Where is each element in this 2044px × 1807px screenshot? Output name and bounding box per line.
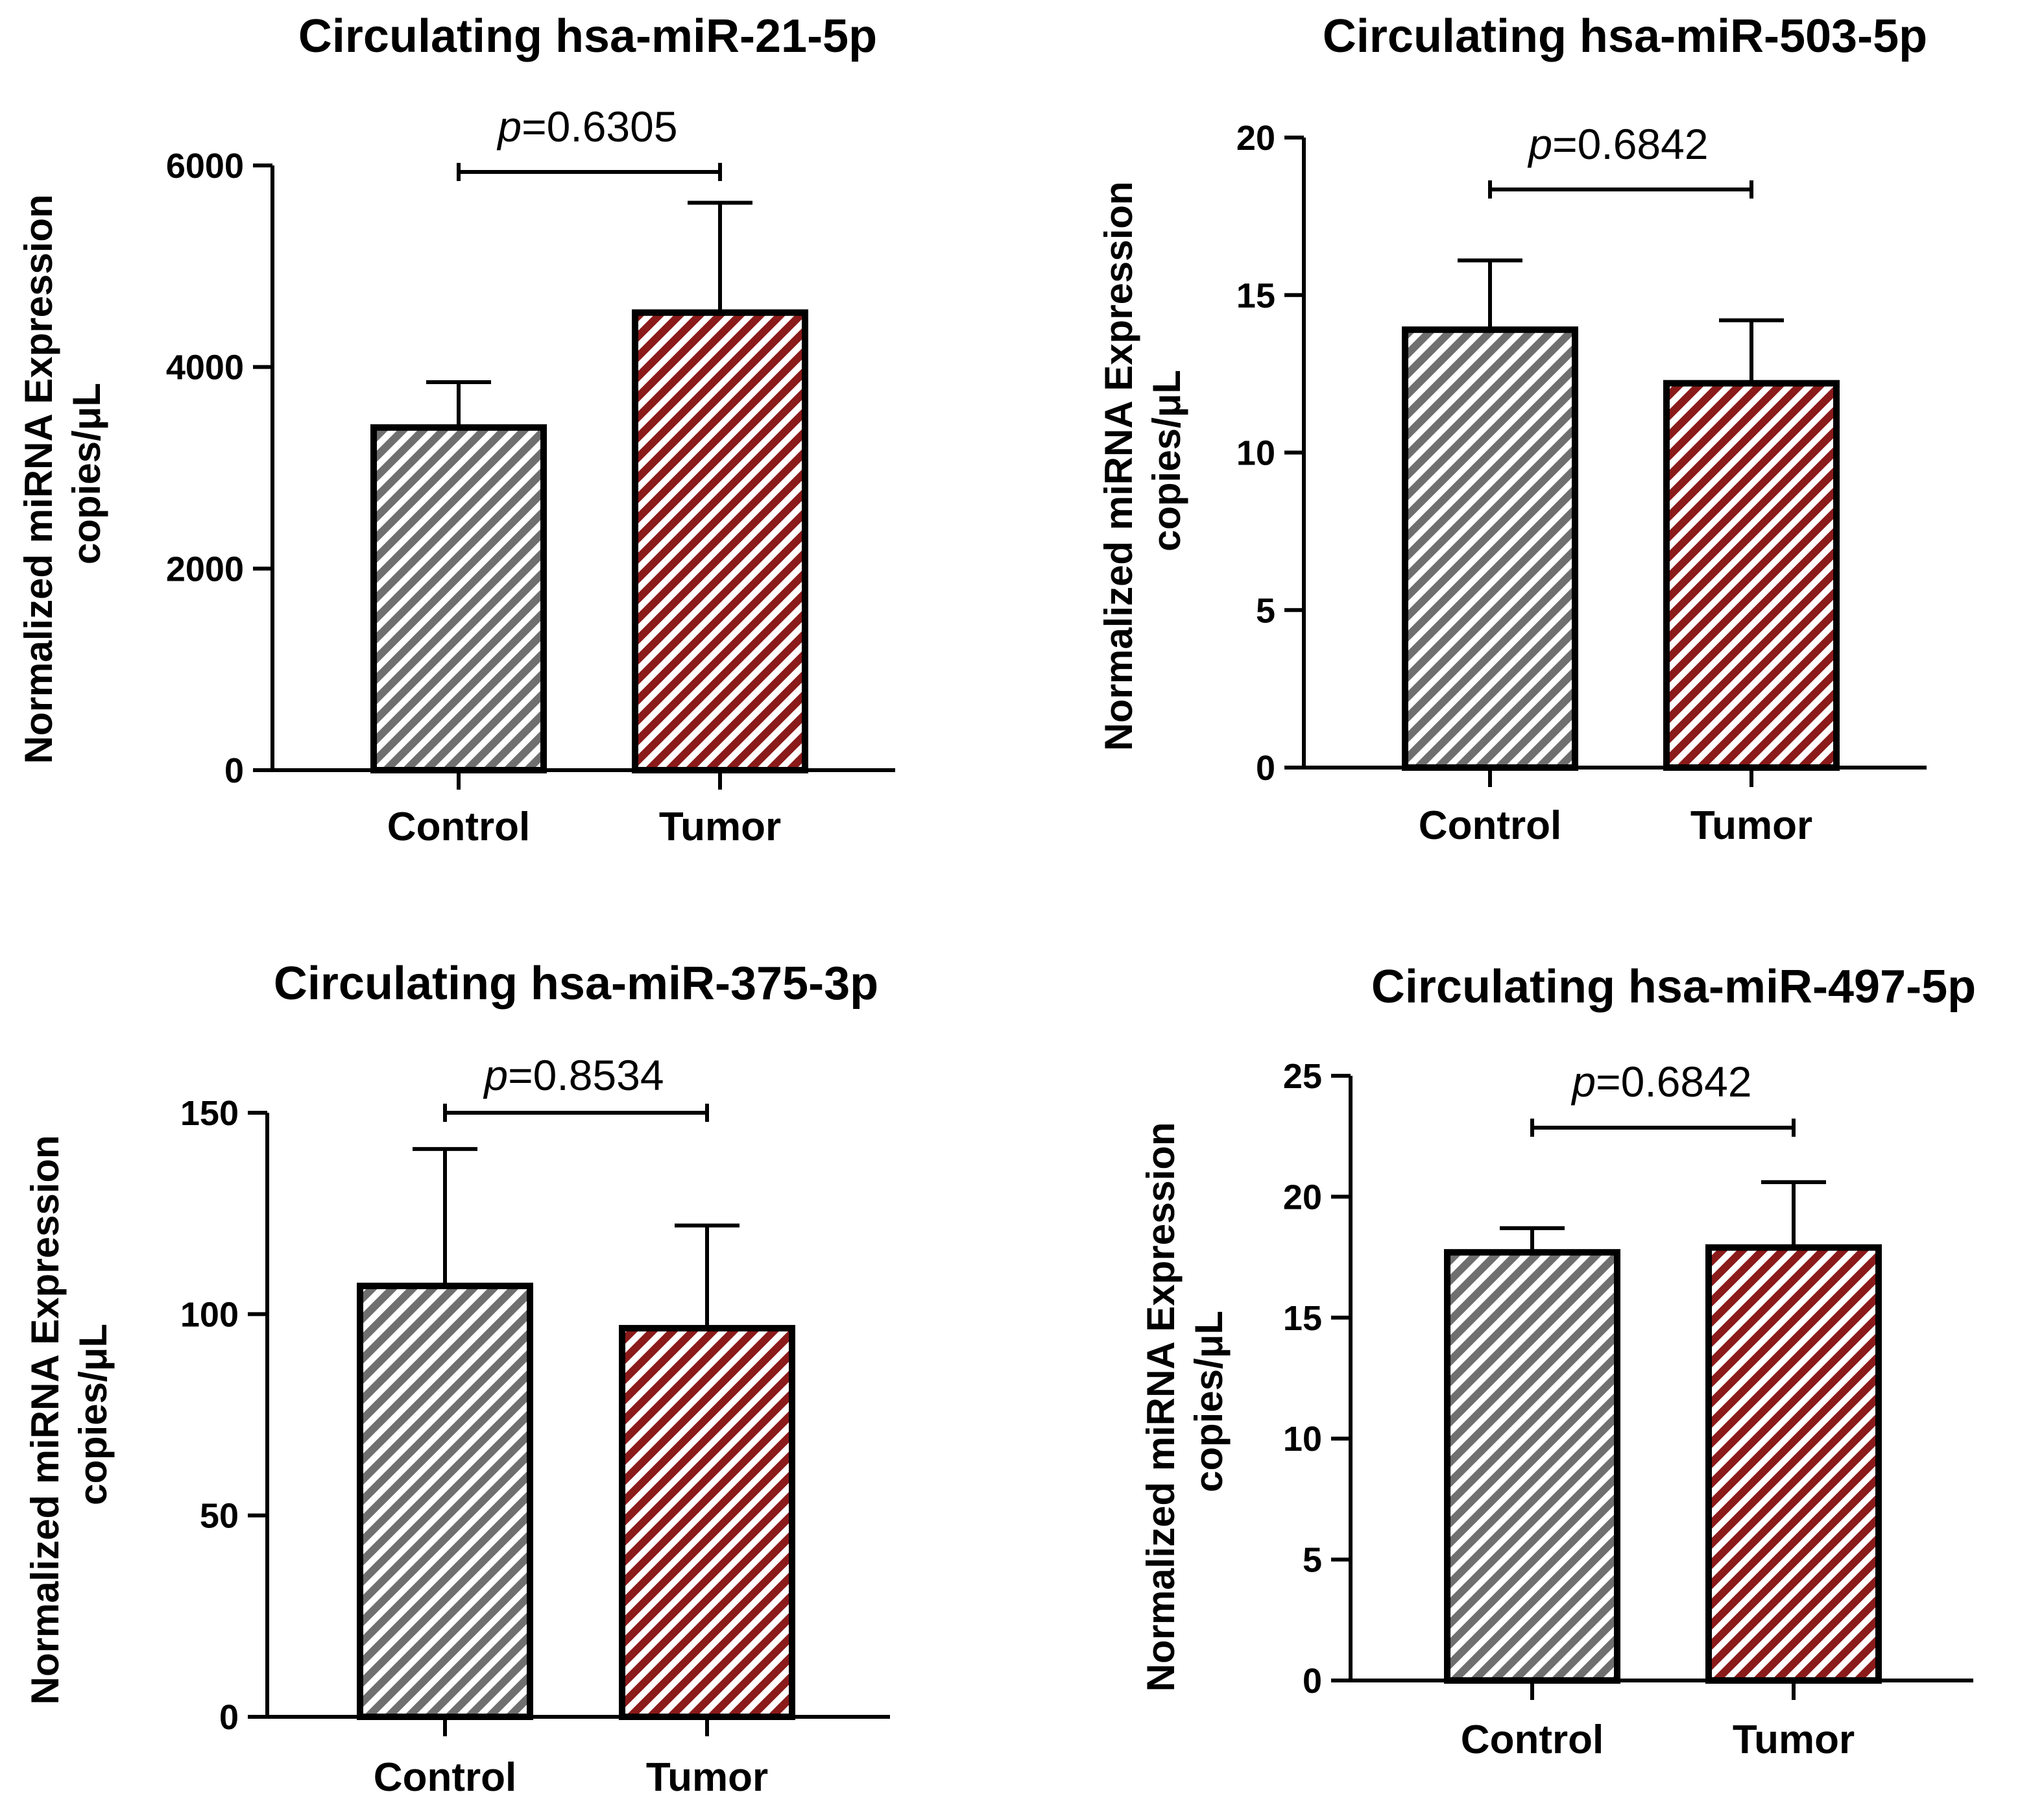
y-axis-label-line-1: Normalized miRNA Expression	[17, 194, 60, 764]
y-tick-label: 25	[1283, 1057, 1322, 1096]
p-value-label: p=0.6842	[1570, 1058, 1751, 1106]
y-tick-label: 5	[1303, 1541, 1322, 1580]
plot-area: 0 50 100 150	[180, 1094, 890, 1737]
chart-title: Circulating hsa-miR-503-5p	[1323, 10, 1927, 62]
p-symbol: p	[496, 103, 522, 151]
x-tick-label-tumor: Tumor	[646, 1755, 768, 1800]
plot-area: 0 5 10 15 20	[1236, 119, 1927, 788]
y-tick-label: 0	[1256, 749, 1275, 788]
bar-control	[1444, 1249, 1620, 1684]
y-axis-label-line-2: copies/μL	[1145, 370, 1188, 552]
p-value-label: p=0.6305	[496, 103, 677, 151]
x-tick-label-tumor: Tumor	[1733, 1717, 1855, 1762]
y-tick-label: 100	[180, 1295, 239, 1334]
y-axis-label-line-1: Normalized miRNA Expression	[1097, 181, 1140, 751]
plot-area: 0 5 10 15 20 25	[1283, 1057, 1973, 1701]
chart-title: Circulating hsa-miR-497-5p	[1371, 961, 1976, 1013]
p-value: =0.6842	[1596, 1058, 1751, 1106]
chart-title: Circulating hsa-miR-375-3p	[274, 958, 878, 1010]
y-tick-label: 5	[1256, 591, 1275, 630]
x-tick-label-control: Control	[1419, 803, 1561, 848]
y-tick-label: 150	[180, 1094, 239, 1133]
y-tick-label: 4000	[166, 348, 244, 387]
y-axis-label: Normalized miRNA Expression copies/μL	[1139, 1111, 1231, 1692]
y-tick-label: 20	[1283, 1178, 1322, 1217]
y-axis-label: Normalized miRNA Expression copies/μL	[1097, 171, 1188, 751]
y-tick-label: 0	[219, 1698, 239, 1737]
y-axis-label: Normalized miRNA Expression copies/μL	[17, 184, 108, 764]
p-value: =0.6842	[1552, 120, 1708, 168]
p-symbol: p	[483, 1051, 508, 1099]
plot-area: 0 2000 4000 6000	[166, 147, 895, 790]
y-axis-label-line-2: copies/μL	[71, 1324, 115, 1505]
p-value: =0.8534	[508, 1051, 664, 1099]
x-tick-label-tumor: Tumor	[1690, 803, 1812, 848]
y-tick-label: 0	[1303, 1662, 1322, 1701]
p-value-label: p=0.6842	[1527, 120, 1708, 168]
p-value-label: p=0.8534	[483, 1051, 664, 1099]
y-tick-label: 20	[1236, 119, 1275, 158]
bar-tumor	[1663, 380, 1840, 771]
panel-mir-497: Circulating hsa-miR-497-5p Normalized mi…	[1139, 961, 1976, 1762]
y-tick-label: 10	[1283, 1420, 1322, 1459]
y-tick-label: 0	[224, 751, 244, 790]
y-tick-label: 10	[1236, 434, 1275, 473]
p-symbol: p	[1570, 1058, 1596, 1106]
y-tick-label: 15	[1236, 276, 1275, 315]
y-axis-label: Normalized miRNA Expression copies/μL	[23, 1124, 115, 1705]
bar-control	[370, 424, 547, 773]
x-tick-label-tumor: Tumor	[659, 805, 781, 849]
x-tick-label-control: Control	[374, 1755, 516, 1800]
bar-tumor	[619, 1325, 795, 1720]
panel-mir-21: Circulating hsa-miR-21-5p Normalized miR…	[17, 10, 895, 849]
y-axis-label-line-2: copies/μL	[65, 383, 108, 564]
x-tick-label-control: Control	[1461, 1717, 1604, 1762]
panel-mir-503: Circulating hsa-miR-503-5p Normalized mi…	[1097, 10, 1927, 848]
bar-tumor	[632, 309, 808, 773]
y-axis-label-line-1: Normalized miRNA Expression	[23, 1135, 67, 1704]
y-tick-label: 50	[200, 1497, 239, 1536]
x-tick-label-control: Control	[387, 805, 530, 849]
y-tick-label: 6000	[166, 147, 244, 186]
bar-control	[357, 1282, 533, 1721]
bar-tumor	[1705, 1244, 1882, 1684]
p-value: =0.6305	[522, 103, 677, 151]
bar-control	[1402, 326, 1578, 771]
y-axis-label-line-1: Normalized miRNA Expression	[1139, 1122, 1183, 1692]
panel-mir-375: Circulating hsa-miR-375-3p Normalized mi…	[23, 958, 890, 1800]
y-tick-label: 15	[1283, 1299, 1322, 1338]
y-tick-label: 2000	[166, 550, 244, 588]
chart-title: Circulating hsa-miR-21-5p	[298, 10, 877, 62]
y-axis-label-line-2: copies/μL	[1187, 1311, 1231, 1492]
p-symbol: p	[1527, 120, 1552, 168]
